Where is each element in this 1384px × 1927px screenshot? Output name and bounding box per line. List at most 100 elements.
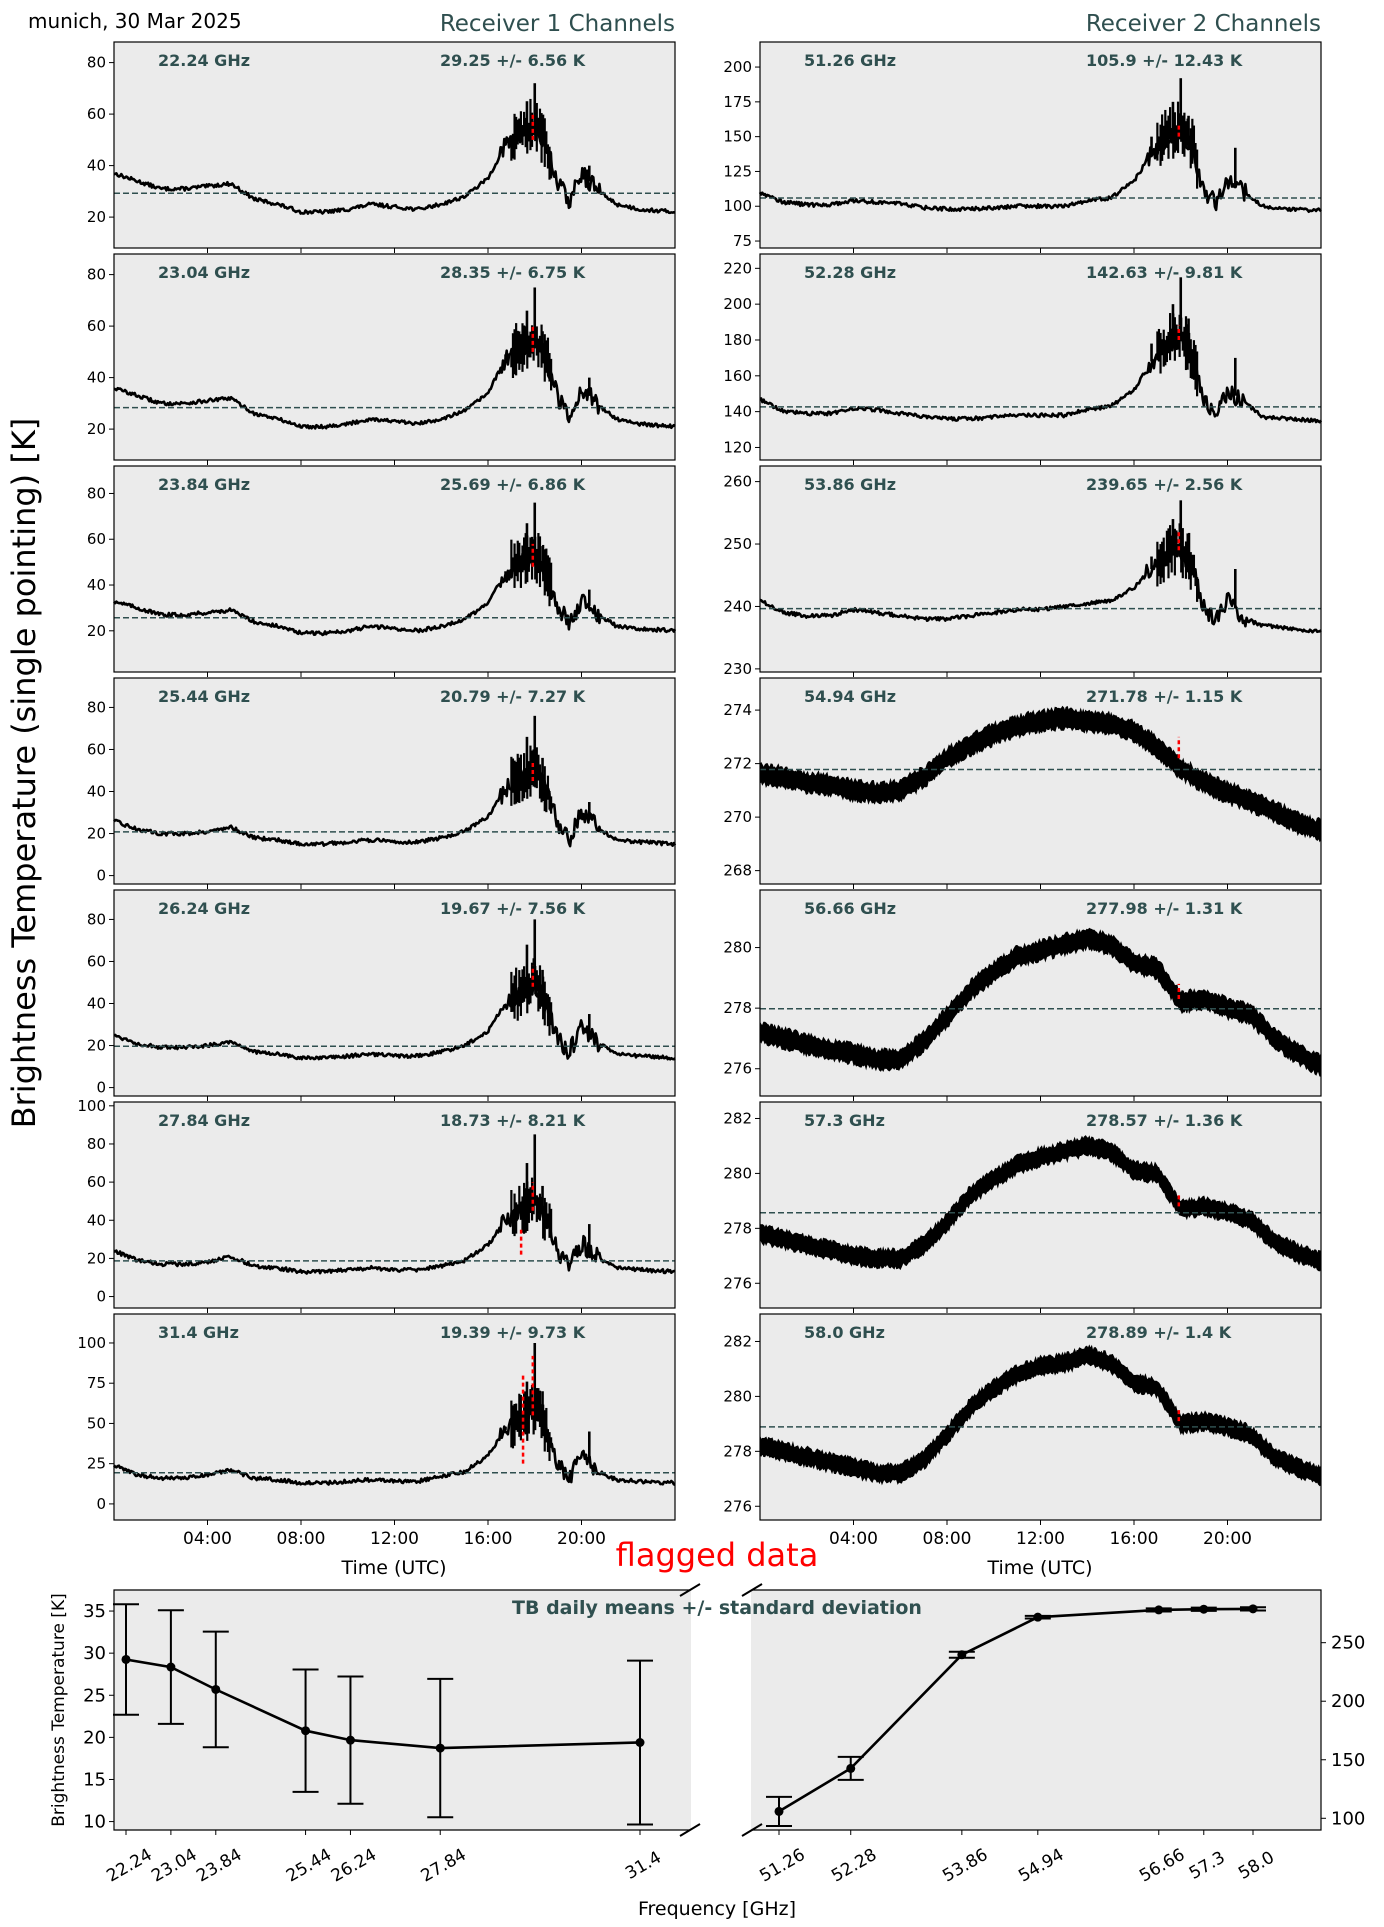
axis-break-mark: [679, 1583, 701, 1597]
receiver2-x-axis-label: Time (UTC): [986, 1557, 1092, 1579]
y-tick-label: 80: [87, 266, 106, 284]
plot-area: [760, 466, 1321, 672]
plot-area: [114, 1102, 675, 1308]
channel-stat-label: 271.78 +/- 1.15 K: [1086, 687, 1243, 706]
y-tick-label: 175: [723, 93, 752, 111]
y-tick-label: 20: [87, 622, 106, 640]
y-tick-label: 282: [723, 1332, 752, 1350]
y-tick-label: 40: [87, 1211, 106, 1229]
channel-stat-label: 20.79 +/- 7.27 K: [440, 687, 586, 706]
channel-stat-label: 25.69 +/- 6.86 K: [440, 475, 586, 494]
channel-panel-26-24-GHz: 0 20 40 60 80 26.24 GHz 19.67 +/- 7.56 K: [87, 889, 676, 1101]
y-tick-label: 125: [723, 162, 752, 180]
channel-frequency-label: 27.84 GHz: [158, 1111, 250, 1130]
y-tick-label: 270: [723, 808, 752, 826]
y-tick-label: 276: [723, 1274, 752, 1292]
channel-stat-label: 29.25 +/- 6.56 K: [440, 51, 586, 70]
y-tick-label: 60: [87, 1173, 106, 1191]
y-tick-label: 274: [723, 701, 752, 719]
y-tick-label: 75: [87, 1374, 106, 1392]
receiver2-mean-point: [957, 1650, 967, 1660]
receiver1-mean-point: [121, 1654, 131, 1664]
y-tick-label: 100: [723, 197, 752, 215]
channel-panel-52-28-GHz: 120 140 160 180 200 220 52.28 GHz 142.63 +/- 9.…: [723, 253, 1323, 465]
y-tick-label: 20: [87, 208, 106, 226]
plot-area: [760, 1314, 1321, 1520]
plot-area: [114, 890, 675, 1096]
receiver2-mean-point: [1154, 1605, 1164, 1615]
y-tick-label: 278: [723, 1442, 752, 1460]
channel-panel-56-66-GHz: 276 278 280 56.66 GHz 277.98 +/- 1.31 K: [723, 889, 1322, 1101]
y-tick-label: 240: [723, 597, 752, 615]
channel-panel-53-86-GHz: 230 240 250 260 53.86 GHz 239.65 +/- 2.56 K: [723, 465, 1322, 678]
y-tick-label: 268: [723, 862, 752, 880]
x-tick-label: 20:00: [1203, 1529, 1252, 1549]
receiver1-mean-point: [301, 1726, 311, 1736]
channel-frequency-label: 31.4 GHz: [158, 1323, 239, 1342]
y-tick-label: 140: [723, 403, 752, 421]
y-tick-label: 100: [77, 1097, 106, 1115]
y-tick-label: 260: [723, 473, 752, 491]
summary-y-axis-label: Brightness Temperature [K]: [49, 1593, 69, 1826]
receiver1-mean-point: [435, 1743, 445, 1753]
plot-area: [114, 678, 675, 884]
axis-break-mark: [741, 1823, 763, 1837]
x-tick-label: 08:00: [923, 1529, 972, 1549]
y-tick-label: 0: [96, 1079, 106, 1097]
y-tick-label: 50: [87, 1414, 106, 1432]
y-tick-label: 220: [723, 259, 752, 277]
channel-stat-label: 18.73 +/- 8.21 K: [440, 1111, 586, 1130]
summary-left-y-tick-label: 15: [83, 1769, 106, 1790]
summary-right-frame: [752, 1589, 1322, 1831]
y-tick-label: 200: [723, 295, 752, 313]
plot-area: [114, 254, 675, 460]
data-line: [758, 121, 1322, 213]
y-tick-label: 60: [87, 105, 106, 123]
receiver2-mean-point: [846, 1763, 856, 1773]
station-date-label: munich, 30 Mar 2025: [28, 9, 242, 33]
channel-panel-58-0-GHz: 276 278 280 282 04:00 08:00 12:00 16:00 20:00 58.…: [723, 1313, 1322, 1549]
y-tick-label: 0: [96, 1288, 106, 1306]
y-tick-label: 278: [723, 1219, 752, 1237]
channel-stat-label: 105.9 +/- 12.43 K: [1086, 51, 1243, 70]
y-tick-label: 180: [723, 331, 752, 349]
summary-left-frame: [113, 1589, 690, 1831]
x-tick-label: 04:00: [183, 1529, 232, 1549]
plot-area: [760, 254, 1321, 460]
receiver2-title: Receiver 2 Channels: [1086, 11, 1321, 37]
summary-right-y-tick-label: 100: [1331, 1808, 1365, 1829]
channel-panel-23-84-GHz: 20 40 60 80 23.84 GHz 25.69 +/- 6.86 K: [87, 465, 677, 677]
channel-panel-54-94-GHz: 268 270 272 274 54.94 GHz 271.78 +/- 1.15 K: [723, 677, 1322, 889]
x-tick-label: 16:00: [464, 1529, 513, 1549]
y-tick-label: 0: [96, 1495, 106, 1513]
data-line: [113, 546, 677, 637]
y-tick-label: 60: [87, 530, 106, 548]
channel-frequency-label: 23.04 GHz: [158, 263, 250, 282]
summary-left-y-tick-label: 10: [83, 1812, 106, 1833]
y-tick-label: 0: [96, 867, 106, 885]
summary-right-y-tick-label: 150: [1331, 1750, 1365, 1771]
y-tick-label: 80: [87, 54, 106, 72]
axis-break-gap: [691, 1590, 751, 1830]
summary-left-y-tick-label: 35: [83, 1601, 106, 1622]
y-tick-label: 80: [87, 484, 106, 502]
y-tick-label: 60: [87, 740, 106, 758]
summary-x-axis-label: Frequency [GHz]: [638, 1898, 796, 1920]
channel-panel-31-4-GHz: 0 25 50 75 100 04:00 08:00 12:00 16:00 20:00 31.4 …: [77, 1313, 676, 1549]
y-tick-label: 40: [87, 157, 106, 175]
y-tick-label: 80: [87, 910, 106, 928]
y-tick-label: 120: [723, 438, 752, 456]
channel-frequency-label: 53.86 GHz: [804, 475, 896, 494]
channel-panel-25-44-GHz: 0 20 40 60 80 25.44 GHz 20.79 +/- 7.27 K: [87, 677, 677, 889]
plot-area: [760, 1102, 1321, 1308]
channel-panel-27-84-GHz: 0 20 40 60 80 100 27.84 GHz 18.73 +/- 8.21 K: [77, 1097, 676, 1313]
summary-left-y-tick-label: 25: [83, 1685, 106, 1706]
channel-frequency-label: 26.24 GHz: [158, 899, 250, 918]
y-tick-label: 272: [723, 755, 752, 773]
channel-frequency-label: 52.28 GHz: [804, 263, 896, 282]
x-tick-label: 08:00: [277, 1529, 326, 1549]
y-tick-label: 40: [87, 369, 106, 387]
plot-area: [114, 1314, 675, 1520]
